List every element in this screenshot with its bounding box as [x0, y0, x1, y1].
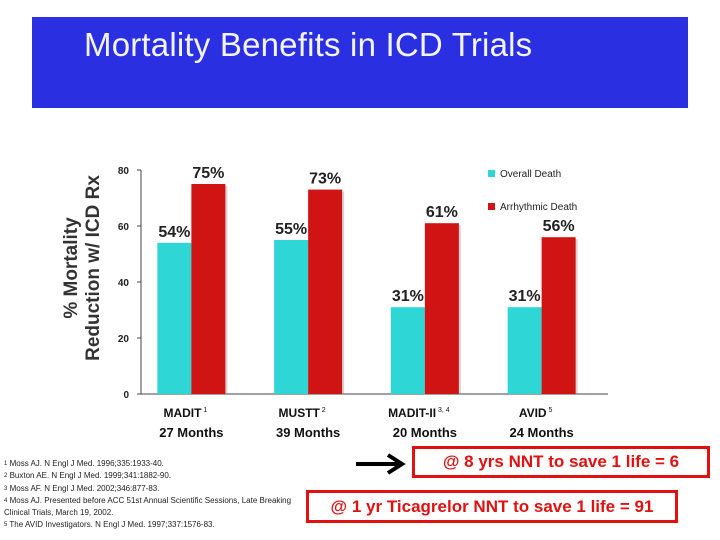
bar-overall — [390, 307, 425, 394]
y-axis-label-line2: Reduction w/ ICD Rx — [83, 175, 104, 361]
reference-item: 5 The AVID Investigators. N Engl J Med. … — [4, 520, 215, 530]
y-tick-label: 80 — [118, 166, 130, 177]
legend-swatch — [488, 203, 495, 210]
references-list: 1 Moss AJ. N Engl J Med. 1996;335:1933-4… — [4, 458, 304, 532]
slide-title: Mortality Benefits in ICD Trials — [84, 26, 533, 63]
x-category-duration: 20 Months — [393, 425, 457, 440]
reference-item: 2 Buxton AE. N Engl J Med. 1999;341:1882… — [4, 471, 172, 481]
y-tick-label: 40 — [118, 278, 130, 289]
y-tick-label: 60 — [118, 222, 130, 233]
bar-value-label: 54% — [158, 224, 190, 241]
x-category-label: MADIT-II 3, 4 — [388, 406, 450, 420]
x-category-duration: 24 Months — [509, 425, 573, 440]
bar-overall — [157, 242, 192, 394]
y-axis-label-line1: % Mortality — [61, 217, 82, 319]
legend-swatch — [488, 170, 495, 177]
bar-value-label: 56% — [543, 218, 575, 235]
bar-value-label: 55% — [275, 221, 307, 238]
x-category-label: MUSTT 2 — [279, 406, 326, 420]
x-category-label: AVID 5 — [519, 406, 553, 420]
bar-arrhythmic — [424, 223, 459, 394]
bar-value-label: 31% — [392, 288, 424, 305]
bar-value-label: 61% — [426, 204, 458, 221]
reference-item: 1 Moss AJ. N Engl J Med. 1996;335:1933-4… — [4, 459, 164, 468]
bar-overall — [274, 240, 309, 394]
reference-item: 3 Moss AF. N Engl J Med. 2002;346:877-83… — [4, 483, 160, 493]
bar-overall — [507, 307, 542, 394]
y-tick-label: 20 — [118, 334, 130, 345]
nnt-icd-callout: @ 8 yrs NNT to save 1 life = 6 — [412, 446, 710, 478]
bar-value-label: 31% — [509, 288, 541, 305]
bar-value-label: 75% — [192, 165, 224, 182]
legend-label: Arrhythmic Death — [500, 202, 577, 213]
y-tick-label: 0 — [123, 390, 129, 401]
x-category-label: MADIT 1 — [163, 406, 207, 420]
x-category-duration: 27 Months — [159, 425, 223, 440]
bar-arrhythmic — [308, 189, 343, 394]
x-category-duration: 39 Months — [276, 425, 340, 440]
arrow-right-icon — [356, 453, 406, 475]
legend-label: Overall Death — [500, 169, 561, 180]
bar-arrhythmic — [191, 184, 226, 394]
title-band — [32, 17, 688, 108]
reference-item: 4 Moss AJ. Presented before ACC 51st Ann… — [4, 495, 292, 518]
nnt-ticagrelor-callout: @ 1 yr Ticagrelor NNT to save 1 life = 9… — [306, 490, 678, 523]
bar-arrhythmic — [541, 237, 576, 394]
bar-value-label: 73% — [309, 171, 341, 188]
